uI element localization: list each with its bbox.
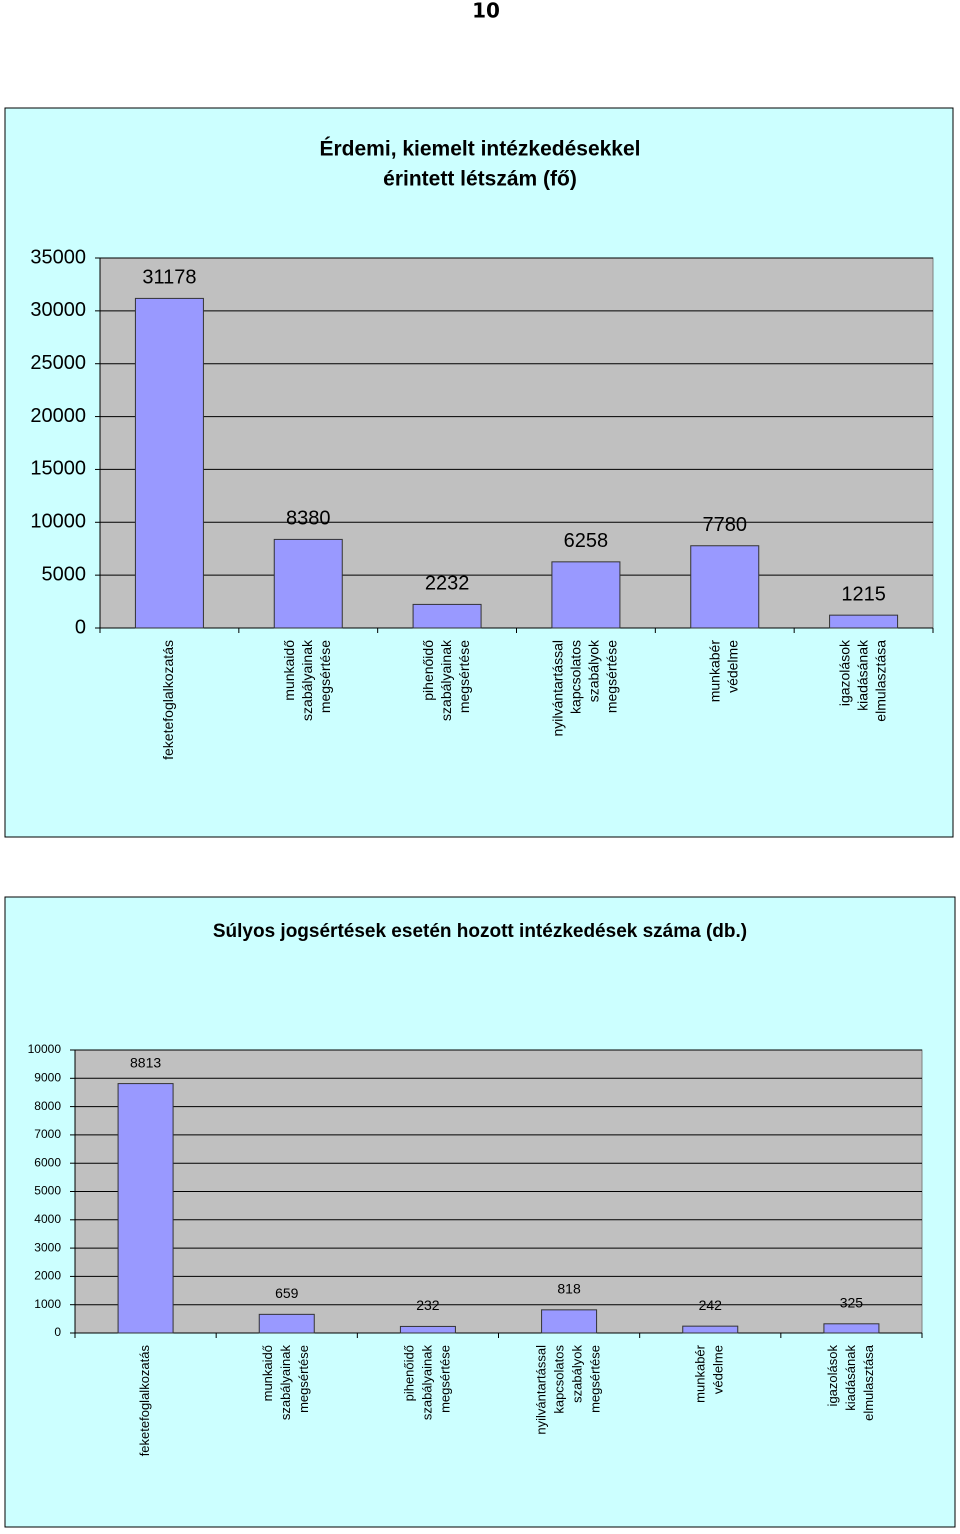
bar	[258, 1313, 315, 1334]
chart-title: Érdemi, kiemelt intézkedésekkel	[320, 138, 641, 161]
value-label: 2232	[425, 573, 470, 595]
x-tick-label: védelme	[711, 1345, 726, 1394]
bar	[134, 297, 204, 629]
bar	[399, 1325, 456, 1334]
x-tick-label: pihenőidő	[420, 640, 436, 701]
bar	[682, 1325, 739, 1334]
x-tick-label: megsértése	[456, 640, 472, 713]
value-label: 6258	[564, 530, 609, 552]
x-tick-label: szabályok	[586, 639, 602, 702]
y-tick-label: 5000	[42, 563, 87, 585]
chart-title: Súlyos jogsértések esetén hozott intézke…	[213, 921, 747, 942]
x-tick-label: munkaidő	[260, 1345, 275, 1401]
y-tick-label: 10000	[30, 511, 86, 533]
bar	[273, 538, 343, 629]
x-tick-label: pihenőidő	[401, 1345, 416, 1401]
x-tick-label: kiadásának	[843, 1345, 858, 1411]
value-label: 232	[416, 1297, 440, 1313]
x-tick-label: szabályainak	[438, 639, 454, 721]
page-number: 10	[472, 0, 500, 23]
x-tick-label: szabályok	[570, 1345, 585, 1403]
x-tick-label: igazolások	[836, 639, 852, 706]
x-tick-label: megsértése	[437, 1345, 452, 1413]
bar	[823, 1323, 880, 1334]
x-tick-label: szabályainak	[278, 1345, 293, 1421]
bar	[412, 603, 482, 629]
x-tick-label: nyilvántartással	[534, 1345, 549, 1435]
value-label: 818	[557, 1281, 581, 1297]
y-tick-label: 10000	[28, 1042, 62, 1056]
value-label: 659	[275, 1285, 299, 1301]
bar	[690, 545, 760, 629]
chart-title: érintett létszám (fő)	[383, 168, 577, 191]
y-tick-label: 2000	[34, 1269, 61, 1283]
x-tick-label: kiadásának	[854, 639, 870, 711]
x-tick-label: elmulasztása	[861, 1344, 876, 1421]
y-tick-label: 3000	[34, 1240, 61, 1254]
y-tick-label: 8000	[34, 1099, 61, 1113]
value-label: 8813	[130, 1054, 161, 1070]
value-label: 1215	[841, 583, 886, 605]
y-tick-label: 25000	[30, 352, 86, 374]
y-tick-label: 7000	[34, 1127, 61, 1141]
x-tick-label: megsértése	[604, 640, 620, 713]
y-tick-label: 6000	[34, 1155, 61, 1169]
x-tick-label: megsértése	[317, 640, 333, 713]
x-tick-label: szabályainak	[419, 1345, 434, 1421]
y-tick-label: 35000	[30, 246, 86, 268]
value-label: 31178	[142, 267, 196, 289]
value-label: 325	[840, 1295, 864, 1311]
y-tick-label: 4000	[34, 1212, 61, 1226]
x-tick-label: kapcsolatos	[568, 640, 584, 714]
y-tick-label: 9000	[34, 1070, 61, 1084]
y-tick-label: 0	[75, 616, 86, 638]
y-tick-label: 20000	[30, 405, 86, 427]
y-tick-label: 1000	[34, 1297, 61, 1311]
x-tick-label: munkaidő	[281, 640, 297, 701]
value-label: 7780	[703, 514, 748, 536]
x-tick-label: megsértése	[296, 1345, 311, 1413]
x-tick-label: szabályainak	[299, 639, 315, 721]
x-tick-label: igazolások	[825, 1345, 840, 1407]
y-tick-label: 5000	[34, 1184, 61, 1198]
x-tick-label: elmulasztása	[872, 640, 888, 722]
x-tick-label: feketefoglalkozatás	[137, 1345, 152, 1457]
y-tick-label: 30000	[30, 299, 86, 321]
y-tick-label: 15000	[30, 458, 86, 480]
bar	[551, 561, 621, 629]
x-tick-label: kapcsolatos	[552, 1345, 567, 1414]
x-tick-label: munkabér	[693, 1344, 708, 1402]
plot-area	[99, 257, 934, 629]
y-tick-label: 0	[54, 1325, 61, 1339]
x-tick-label: megsértése	[588, 1345, 603, 1413]
x-tick-label: védelme	[724, 640, 740, 693]
value-label: 242	[699, 1297, 723, 1313]
x-tick-label: feketefoglalkozatás	[160, 640, 176, 760]
value-label: 8380	[286, 508, 331, 530]
bar	[541, 1309, 598, 1334]
x-tick-label: munkabér	[706, 640, 722, 703]
bar	[117, 1083, 174, 1334]
x-tick-label: nyilvántartással	[550, 640, 566, 737]
bar	[829, 614, 899, 629]
